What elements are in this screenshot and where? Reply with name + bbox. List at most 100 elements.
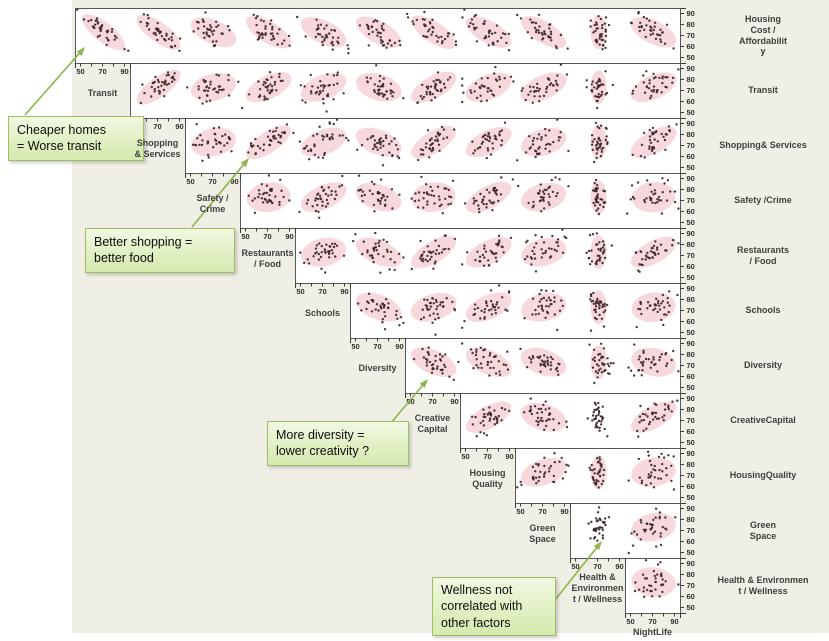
scatter-cell-Creative-Capital-vs-Health-Environment-Wellness — [586, 401, 609, 438]
y-tick-label: 60 — [687, 592, 695, 601]
y-tick-label: 80 — [687, 515, 695, 524]
y-tick-label: 50 — [687, 438, 695, 447]
scatter-cell-Safety-Crime-vs-Schools — [298, 174, 347, 219]
y-tick-label: 70 — [687, 361, 695, 370]
y-tick-label: 50 — [687, 493, 695, 502]
y-tick-label: 80 — [687, 240, 695, 249]
y-tick-label: 80 — [687, 20, 695, 29]
annotation-arrow-head — [419, 379, 428, 389]
x-tick-label: 50 — [296, 287, 304, 296]
y-tick-label: 70 — [687, 196, 695, 205]
scatter-cell-Diversity-vs-Health-Environment-Wellness — [588, 342, 615, 385]
scatter-cell-Housing-Cost-Affordability-vs-Shopping-Services — [136, 13, 182, 52]
scatter-cell-Transit-vs-Creative-Capital — [410, 71, 457, 105]
scatter-cell-Restaurants-Food-vs-Health-Environment-Wellness — [585, 232, 613, 270]
scatter-cell-Green-Space-vs-Health-Environment-Wellness — [587, 506, 611, 542]
x-tick-label: 90 — [175, 122, 183, 131]
y-tick-label: 80 — [687, 570, 695, 579]
scatter-cell-Diversity-vs-Green-Space — [519, 347, 567, 377]
y-tick-label: 50 — [687, 163, 695, 172]
x-tick-label: 90 — [670, 617, 678, 626]
scatter-cell-Shopping-Services-vs-Housing-Quality — [465, 121, 512, 160]
scatter-cell-Transit-vs-Restaurants-Food — [241, 71, 292, 110]
scatter-cell-Diversity-vs-Creative-Capital — [410, 346, 460, 381]
scatter-cell-Shopping-Services-vs-Green-Space — [516, 118, 570, 162]
scatter-cell-Housing-Quality-vs-Health-Environment-Wellness — [588, 455, 607, 490]
callout-cheaper-homes: Cheaper homes = Worse transit — [8, 116, 144, 161]
x-tick-label: 50 — [76, 67, 84, 76]
scatter-cell-Restaurants-Food-vs-Green-Space — [520, 228, 568, 273]
x-tick-label: 70 — [538, 507, 546, 516]
y-tick-label: 70 — [687, 306, 695, 315]
scatter-cell-Safety-Crime-vs-Housing-Quality — [464, 176, 514, 214]
y-tick-label: 80 — [687, 75, 695, 84]
scatter-cell-Schools-vs-Creative-Capital — [410, 292, 457, 336]
scatter-cell-Transit-vs-Health-Environment-Wellness — [585, 70, 614, 110]
annotation-arrows — [24, 47, 602, 611]
scatter-cell-Shopping-Services-vs-Creative-Capital — [411, 125, 457, 162]
y-tick-label: 50 — [687, 218, 695, 227]
x-tick-label: 50 — [351, 342, 359, 351]
y-tick-label: 60 — [687, 152, 695, 161]
y-tick-label: 60 — [687, 317, 695, 326]
scatter-cell-Shopping-Services-vs-Safety-Crime — [191, 123, 237, 162]
scatter-cell-Diversity-vs-Housing-Quality — [461, 342, 512, 378]
y-tick-label: 90 — [687, 559, 695, 568]
x-tick-label: 70 — [153, 122, 161, 131]
x-tick-label: 70 — [318, 287, 326, 296]
y-tick-label: 80 — [687, 460, 695, 469]
scatter-cell-Safety-Crime-vs-Creative-Capital — [410, 175, 456, 215]
scatter-cell-Creative-Capital-vs-NightLife — [630, 399, 679, 438]
scatter-cell-Safety-Crime-vs-Health-Environment-Wellness — [590, 178, 607, 216]
scatter-cell-Housing-Cost-Affordability-vs-Transit — [76, 8, 130, 52]
scatter-cell-Transit-vs-Housing-Quality — [461, 65, 515, 104]
scatter-cell-Restaurants-Food-vs-NightLife — [630, 236, 680, 273]
scatter-cell-Shopping-Services-vs-NightLife — [630, 123, 678, 159]
y-tick-label: 70 — [687, 526, 695, 535]
y-tick-label: 70 — [687, 141, 695, 150]
y-tick-label: 60 — [687, 427, 695, 436]
scatter-cell-Safety-Crime-vs-Restaurants-Food — [246, 174, 291, 215]
scatter-cell-Housing-Cost-Affordability-vs-Creative-Capital — [406, 10, 458, 49]
scatter-cell-Restaurants-Food-vs-Schools — [299, 237, 347, 274]
scatter-cell-Transit-vs-Diversity — [355, 64, 405, 102]
y-tick-label: 80 — [687, 350, 695, 359]
y-tick-label: 50 — [687, 53, 695, 62]
y-tick-label: 60 — [687, 262, 695, 271]
x-tick-label: 50 — [516, 507, 524, 516]
y-tick-label: 60 — [687, 372, 695, 381]
annotation-arrow-head — [593, 541, 602, 551]
x-tick-label: 90 — [285, 232, 293, 241]
scatter-cell-Transit-vs-Green-Space — [520, 63, 569, 105]
scatter-cell-Shopping-Services-vs-Schools — [298, 118, 350, 161]
y-tick-label: 80 — [687, 405, 695, 414]
scatter-cell-Health-Environment-Wellness-vs-NightLife — [631, 559, 680, 598]
scatter-cell-Housing-Cost-Affordability-vs-Housing-Quality — [461, 8, 512, 52]
callout-more-diversity: More diversity = lower creativity ? — [267, 421, 409, 466]
x-tick-label: 70 — [483, 452, 491, 461]
y-tick-label: 50 — [687, 603, 695, 612]
x-tick-label: 50 — [461, 452, 469, 461]
x-tick-label: 90 — [340, 287, 348, 296]
x-tick-label: 90 — [505, 452, 513, 461]
x-tick-label: 70 — [263, 232, 271, 241]
y-tick-label: 50 — [687, 273, 695, 282]
y-tick-label: 90 — [687, 174, 695, 183]
x-tick-label: 90 — [120, 67, 128, 76]
y-tick-label: 90 — [687, 229, 695, 238]
y-tick-label: 50 — [687, 383, 695, 392]
scatter-cell-Housing-Cost-Affordability-vs-NightLife — [629, 10, 677, 50]
callout-better-shopping: Better shopping = better food — [85, 228, 235, 273]
y-tick-label: 90 — [687, 504, 695, 513]
scatter-cell-Housing-Cost-Affordability-vs-Safety-Crime — [190, 11, 237, 48]
callout-wellness: Wellness not correlated with other facto… — [432, 577, 556, 636]
scatter-cell-Housing-Cost-Affordability-vs-Green-Space — [516, 13, 569, 50]
scatter-cell-Schools-vs-Housing-Quality — [461, 284, 512, 329]
scatter-cell-Safety-Crime-vs-NightLife — [626, 177, 680, 215]
x-tick-label: 50 — [186, 177, 194, 186]
y-tick-label: 90 — [687, 64, 695, 73]
x-tick-label: 50 — [241, 232, 249, 241]
y-tick-label: 60 — [687, 42, 695, 51]
